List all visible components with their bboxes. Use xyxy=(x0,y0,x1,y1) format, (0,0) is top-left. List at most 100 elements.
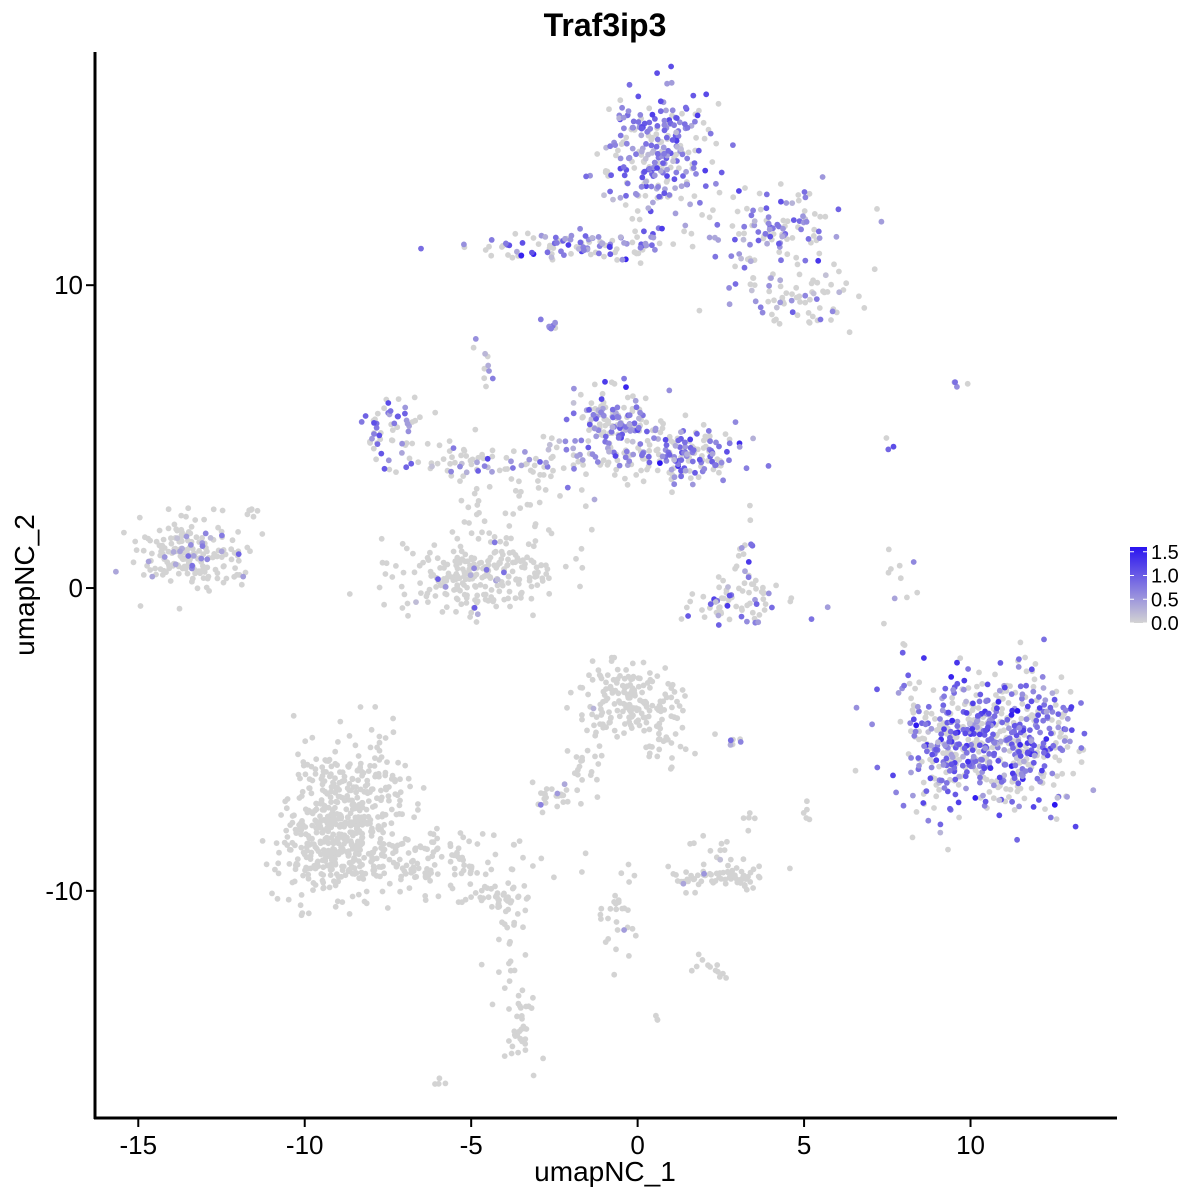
scatter-point xyxy=(1035,712,1041,718)
scatter-point xyxy=(433,584,439,590)
scatter-point xyxy=(777,277,784,284)
scatter-point xyxy=(424,866,430,872)
scatter-point xyxy=(578,437,585,444)
scatter-point xyxy=(362,783,369,789)
scatter-point xyxy=(685,613,691,619)
scatter-point xyxy=(965,685,972,691)
scatter-point xyxy=(551,874,557,881)
scatter-point xyxy=(634,208,641,214)
scatter-point xyxy=(564,704,570,711)
scatter-point xyxy=(454,554,461,561)
scatter-point xyxy=(489,453,496,460)
scatter-point xyxy=(176,605,183,612)
scatter-point xyxy=(363,888,370,895)
scatter-point xyxy=(760,596,767,602)
scatter-point xyxy=(149,550,155,557)
scatter-point xyxy=(1062,707,1069,714)
x-tick-label: 10 xyxy=(956,1130,985,1160)
scatter-point xyxy=(582,233,589,239)
scatter-point xyxy=(591,722,597,729)
scatter-point xyxy=(671,122,677,129)
scatter-point xyxy=(517,591,524,597)
scatter-point xyxy=(999,719,1006,726)
scatter-point xyxy=(771,317,778,324)
scatter-point xyxy=(733,603,740,610)
scatter-point xyxy=(399,440,405,447)
scatter-point xyxy=(406,455,413,462)
scatter-point xyxy=(165,506,172,513)
scatter-point xyxy=(611,472,618,478)
scatter-point xyxy=(631,872,638,879)
scatter-point xyxy=(523,895,530,902)
scatter-point xyxy=(736,444,743,450)
scatter-point xyxy=(938,777,945,784)
scatter-point xyxy=(514,555,521,561)
scatter-point xyxy=(494,890,501,897)
scatter-point xyxy=(950,687,957,693)
scatter-point xyxy=(538,562,545,568)
scatter-point xyxy=(940,762,947,768)
scatter-point xyxy=(1036,705,1043,711)
scatter-point xyxy=(625,861,632,868)
scatter-point xyxy=(627,682,634,688)
scatter-point xyxy=(509,568,516,575)
scatter-point xyxy=(646,165,653,172)
scatter-point xyxy=(319,773,326,779)
scatter-point xyxy=(560,799,567,805)
scatter-point xyxy=(505,580,512,586)
color-legend-bar xyxy=(1130,547,1147,623)
scatter-point xyxy=(751,222,758,229)
scatter-point xyxy=(289,819,296,826)
scatter-point xyxy=(983,698,989,705)
scatter-point xyxy=(214,570,221,576)
scatter-point xyxy=(585,438,592,444)
scatter-point xyxy=(804,798,810,805)
scatter-point xyxy=(907,720,914,726)
scatter-point xyxy=(802,292,809,299)
scatter-point xyxy=(910,716,917,723)
scatter-point xyxy=(405,428,412,435)
scatter-point xyxy=(916,679,923,686)
scatter-point xyxy=(587,251,594,258)
scatter-point xyxy=(161,554,168,560)
scatter-point xyxy=(349,830,356,836)
scatter-point xyxy=(741,872,747,879)
scatter-point xyxy=(512,559,519,566)
scatter-point xyxy=(354,794,361,801)
scatter-point xyxy=(798,226,804,233)
scatter-point xyxy=(519,240,526,246)
scatter-point xyxy=(385,457,392,464)
scatter-point xyxy=(574,771,581,778)
scatter-point xyxy=(621,927,627,933)
scatter-point xyxy=(1008,691,1015,697)
scatter-point xyxy=(340,835,347,842)
scatter-point xyxy=(516,1028,523,1035)
scatter-point xyxy=(610,414,616,421)
scatter-point xyxy=(608,654,615,661)
scatter-point xyxy=(202,530,209,537)
scatter-point xyxy=(324,813,331,820)
scatter-point xyxy=(518,252,525,259)
scatter-point xyxy=(828,317,834,323)
scatter-point xyxy=(374,410,381,417)
scatter-point xyxy=(382,811,389,818)
scatter-point xyxy=(913,722,920,729)
scatter-point xyxy=(506,1006,512,1012)
scatter-point xyxy=(328,788,334,795)
scatter-point xyxy=(219,532,225,539)
scatter-point xyxy=(501,921,508,928)
scatter-point xyxy=(621,125,627,132)
scatter-point xyxy=(945,846,951,853)
scatter-point xyxy=(612,453,619,459)
scatter-point xyxy=(302,867,308,874)
scatter-point xyxy=(332,861,339,868)
scatter-point xyxy=(756,190,763,197)
scatter-point xyxy=(679,110,685,117)
scatter-point xyxy=(608,172,614,179)
scatter-point xyxy=(621,675,628,682)
scatter-point xyxy=(235,557,242,564)
scatter-point xyxy=(1047,704,1054,711)
scatter-point xyxy=(777,181,784,187)
scatter-point xyxy=(789,235,796,241)
scatter-point xyxy=(677,743,684,750)
